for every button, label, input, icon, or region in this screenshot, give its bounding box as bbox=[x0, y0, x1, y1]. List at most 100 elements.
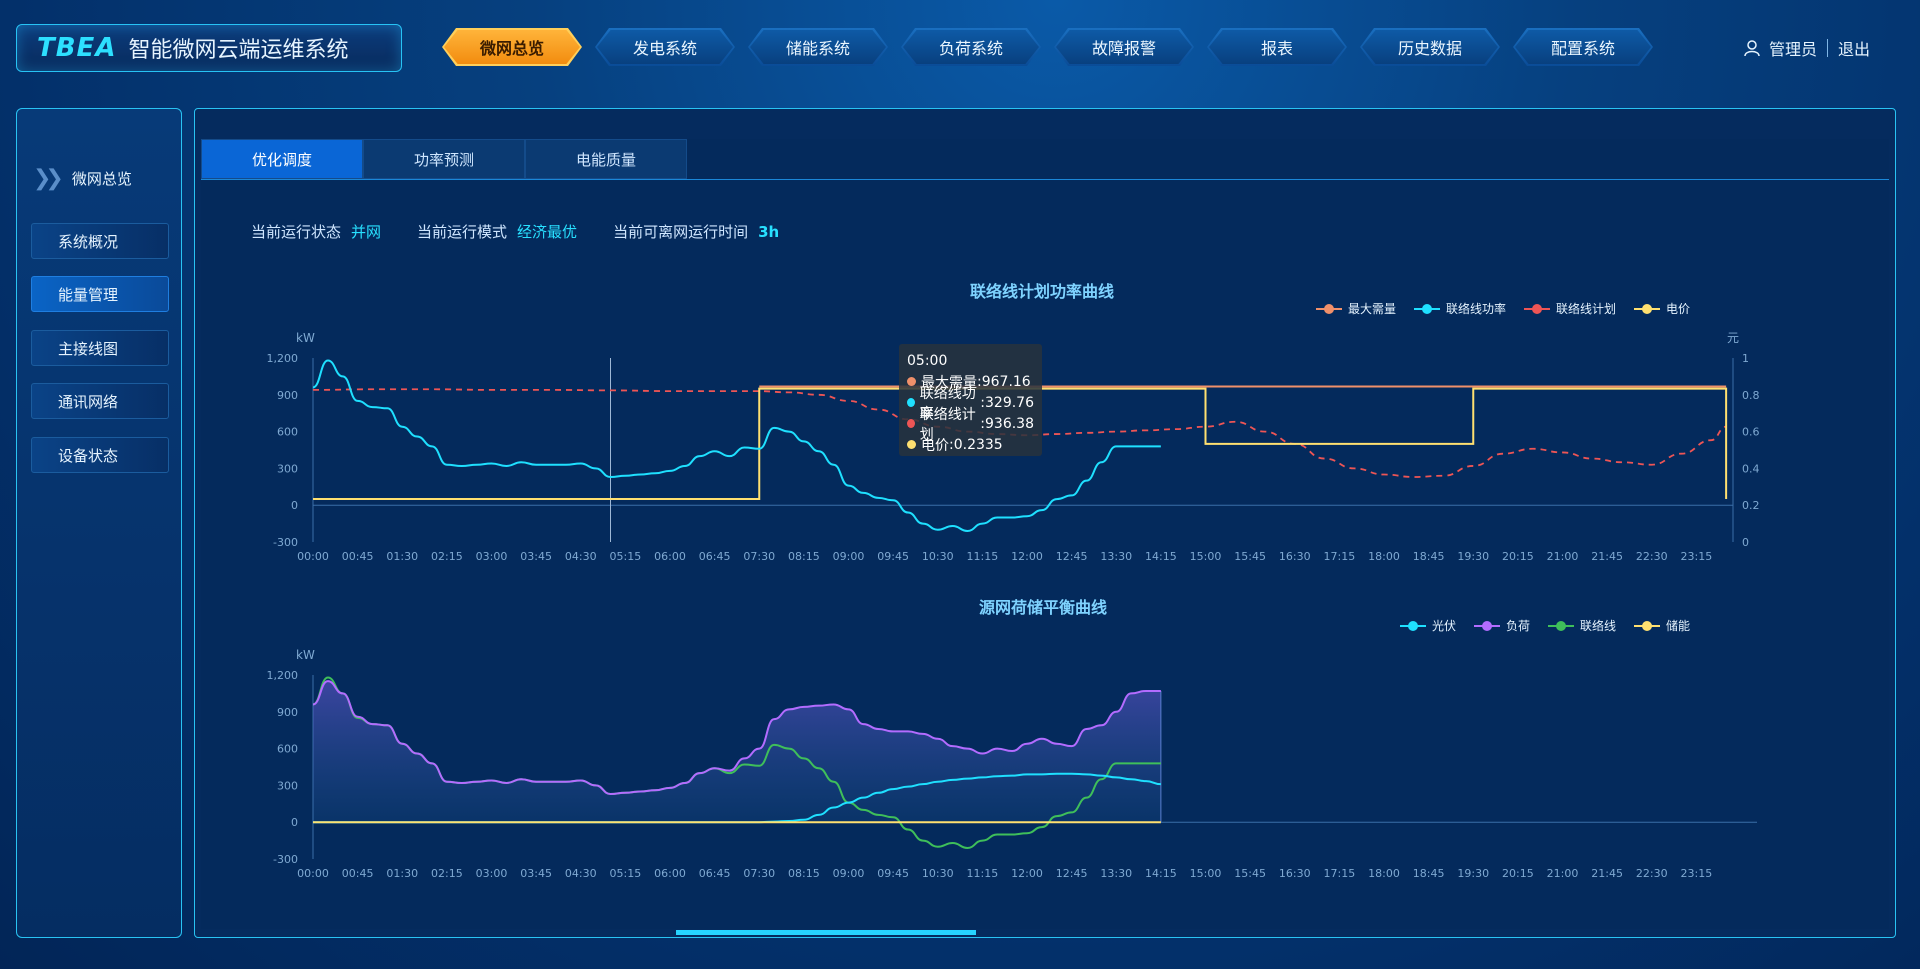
x-tick-label: 23:15 bbox=[1681, 550, 1713, 563]
legend-item[interactable]: 最大需量 bbox=[1316, 300, 1396, 317]
x-tick-label: 08:15 bbox=[788, 550, 820, 563]
tooltip-value: 936.38 bbox=[985, 415, 1034, 432]
x-tick-label: 06:45 bbox=[699, 550, 731, 563]
sidebar-title-label: 微网总览 bbox=[71, 169, 132, 188]
x-tick-label: 20:15 bbox=[1502, 550, 1534, 563]
x-tick-label: 02:15 bbox=[431, 550, 463, 563]
nav-label: 储能系统 bbox=[785, 39, 850, 58]
sidebar-item-wiring[interactable]: 主接线图 bbox=[31, 330, 169, 366]
x-tick-label: 07:30 bbox=[743, 550, 775, 563]
y2-tick-label: 0 bbox=[1742, 536, 1749, 549]
x-tick-label: 22:30 bbox=[1636, 867, 1668, 880]
y2-tick-label: 0.8 bbox=[1742, 389, 1760, 402]
x-tick-label: 12:00 bbox=[1011, 867, 1043, 880]
x-tick-label: 03:00 bbox=[476, 550, 508, 563]
x-tick-label: 06:00 bbox=[654, 550, 686, 563]
x-tick-label: 03:00 bbox=[476, 867, 508, 880]
main-nav: 微网总览 发电系统 储能系统 负荷系统 故障报警 报表 历史数据 配置系统 bbox=[442, 28, 1666, 66]
x-tick-label: 09:45 bbox=[877, 867, 909, 880]
legend-label: 电价 bbox=[1666, 302, 1691, 316]
sidebar-item-overview[interactable]: 系统概况 bbox=[31, 223, 169, 259]
tab-bar: 优化调度 功率预测 电能质量 bbox=[201, 139, 687, 179]
tab-label: 电能质量 bbox=[575, 150, 636, 169]
y-tick-label: 0 bbox=[291, 499, 298, 512]
nav-alarm[interactable]: 故障报警 bbox=[1054, 28, 1194, 66]
legend-item[interactable]: 联络线计划 bbox=[1524, 300, 1616, 317]
tab-optimization[interactable]: 优化调度 bbox=[201, 139, 363, 179]
chart2-title: 源网荷储平衡曲线 bbox=[979, 598, 1108, 617]
sidebar-item-label: 主接线图 bbox=[58, 339, 119, 358]
x-tick-label: 11:15 bbox=[967, 867, 999, 880]
legend-item[interactable]: 储能 bbox=[1634, 617, 1690, 634]
y-tick-label: 900 bbox=[277, 389, 298, 402]
x-tick-label: 14:15 bbox=[1145, 550, 1177, 563]
legend-label: 储能 bbox=[1666, 619, 1691, 633]
legend-label: 负荷 bbox=[1506, 619, 1531, 633]
sidebar-item-label: 设备状态 bbox=[58, 446, 119, 465]
tooltip-value: 967.16 bbox=[981, 373, 1031, 390]
legend-label: 最大需量 bbox=[1348, 302, 1397, 316]
legend-label: 联络线计划 bbox=[1556, 302, 1617, 316]
nav-report[interactable]: 报表 bbox=[1207, 28, 1347, 66]
x-tick-label: 09:45 bbox=[877, 550, 909, 563]
legend-item[interactable]: 光伏 bbox=[1400, 617, 1456, 634]
user-name[interactable]: 管理员 bbox=[1768, 40, 1817, 59]
sidebar-item-label: 系统概况 bbox=[58, 232, 119, 251]
series-tie-line-plan bbox=[312, 388, 1727, 478]
y-tick-label: -300 bbox=[273, 536, 298, 549]
x-tick-label: 16:30 bbox=[1279, 867, 1311, 880]
sidebar-item-device[interactable]: 设备状态 bbox=[31, 437, 169, 473]
x-tick-label: 12:45 bbox=[1056, 867, 1088, 880]
x-tick-label: 21:00 bbox=[1547, 867, 1579, 880]
x-tick-label: 18:00 bbox=[1368, 867, 1400, 880]
nav-storage[interactable]: 储能系统 bbox=[748, 28, 888, 66]
x-tick-label: 00:00 bbox=[297, 867, 329, 880]
run-state-label: 当前运行状态 bbox=[251, 223, 342, 241]
x-tick-label: 04:30 bbox=[565, 550, 597, 563]
app-logo: TBEA 智能微网云端运维系统 bbox=[16, 24, 402, 72]
chart-tooltip: 05:00 最大需量: 967.16 联络线功率: 329.76 联络线计划: … bbox=[899, 344, 1042, 456]
offgrid-time-value: 3h bbox=[758, 223, 780, 241]
x-tick-label: 13:30 bbox=[1100, 867, 1132, 880]
user-icon bbox=[1744, 40, 1760, 57]
legend-item[interactable]: 电价 bbox=[1634, 300, 1690, 317]
run-mode: 当前运行模式 经济最优 bbox=[417, 221, 577, 242]
x-tick-label: 02:15 bbox=[431, 867, 463, 880]
nav-config[interactable]: 配置系统 bbox=[1513, 28, 1653, 66]
y-axis-label: kW bbox=[296, 331, 315, 345]
legend-item[interactable]: 联络线 bbox=[1548, 617, 1616, 634]
x-tick-label: 00:45 bbox=[342, 867, 374, 880]
x-tick-label: 12:00 bbox=[1011, 550, 1043, 563]
nav-label: 报表 bbox=[1260, 39, 1293, 58]
y-tick-label: 300 bbox=[277, 462, 298, 475]
sidebar-item-label: 通讯网络 bbox=[58, 392, 119, 411]
x-tick-label: 15:45 bbox=[1234, 550, 1266, 563]
nav-history[interactable]: 历史数据 bbox=[1360, 28, 1500, 66]
x-tick-label: 09:00 bbox=[833, 867, 865, 880]
y-tick-label: 900 bbox=[277, 706, 298, 719]
x-tick-label: 22:30 bbox=[1636, 550, 1668, 563]
legend-item[interactable]: 联络线功率 bbox=[1414, 300, 1506, 317]
series-load bbox=[312, 680, 1161, 795]
x-tick-label: 03:45 bbox=[520, 867, 552, 880]
nav-generation[interactable]: 发电系统 bbox=[595, 28, 735, 66]
app-title: 智能微网云端运维系统 bbox=[128, 38, 349, 63]
offgrid-time-label: 当前可离网运行时间 bbox=[613, 223, 749, 241]
tooltip-name: 电价 bbox=[921, 437, 949, 454]
sidebar-item-energy[interactable]: 能量管理 bbox=[31, 276, 169, 312]
x-tick-label: 18:45 bbox=[1413, 867, 1445, 880]
legend-item[interactable]: 负荷 bbox=[1474, 617, 1530, 634]
nav-overview[interactable]: 微网总览 bbox=[442, 28, 582, 66]
tooltip-row: 最大需量: 967.16 bbox=[907, 371, 1034, 392]
nav-load[interactable]: 负荷系统 bbox=[901, 28, 1041, 66]
y2-tick-label: 1 bbox=[1742, 352, 1749, 365]
nav-label: 发电系统 bbox=[632, 39, 697, 58]
tab-label: 功率预测 bbox=[413, 150, 474, 169]
sidebar-item-network[interactable]: 通讯网络 bbox=[31, 383, 169, 419]
brand-logo: TBEA bbox=[37, 33, 117, 63]
x-tick-label: 00:45 bbox=[342, 550, 374, 563]
tab-forecast[interactable]: 功率预测 bbox=[363, 139, 525, 179]
tab-power-quality[interactable]: 电能质量 bbox=[525, 139, 687, 179]
logout-link[interactable]: 退出 bbox=[1837, 40, 1870, 59]
